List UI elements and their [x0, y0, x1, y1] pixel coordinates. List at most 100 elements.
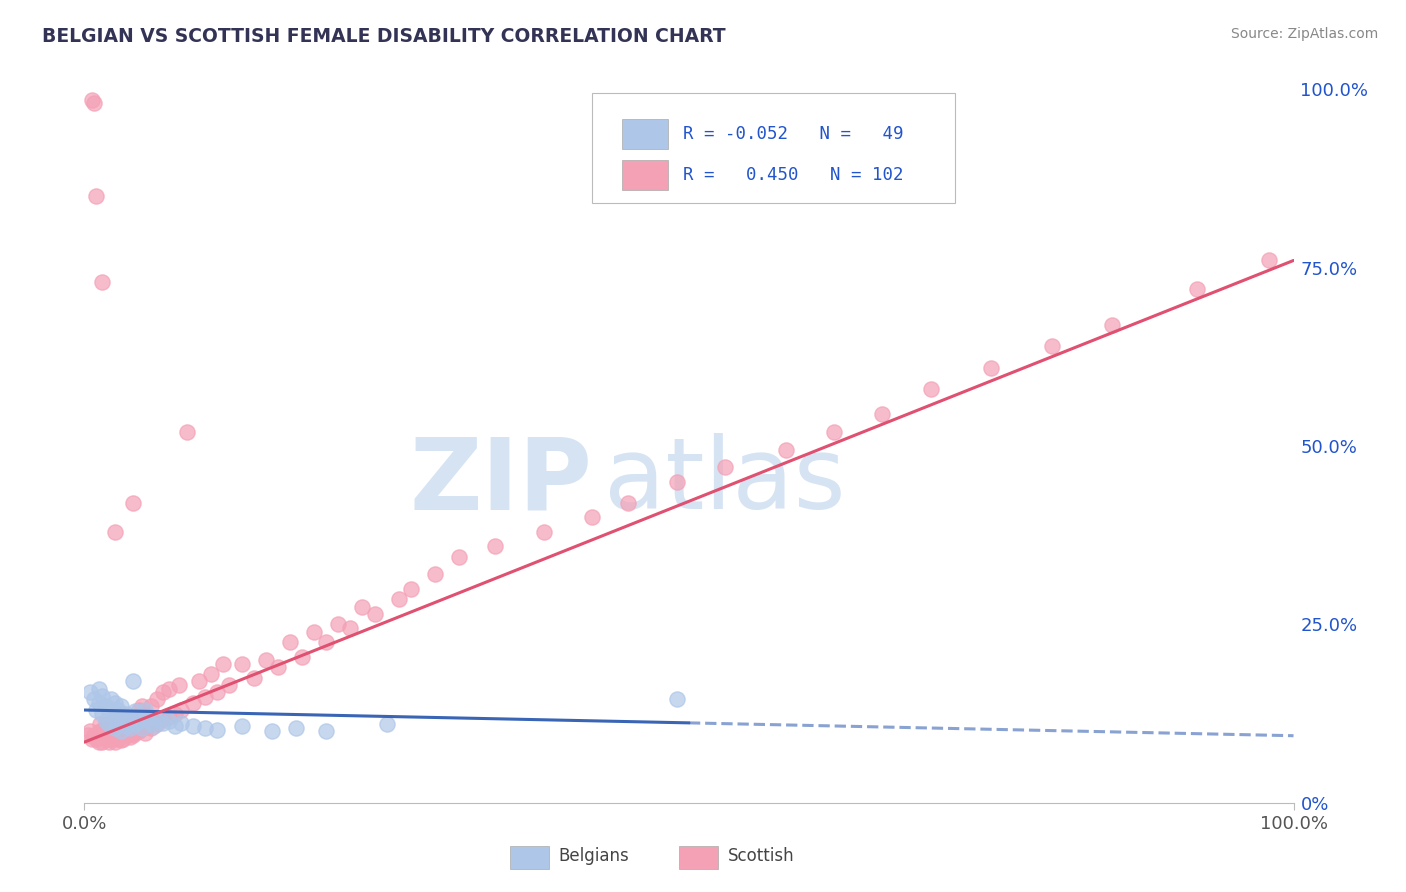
Point: [399, 582, 422, 596]
Point: [139, 699, 162, 714]
Point: [104, 696, 127, 710]
Text: Scottish: Scottish: [728, 847, 794, 865]
Point: [1258, 253, 1281, 268]
Point: [94, 714, 117, 728]
Point: [107, 703, 129, 717]
Point: [110, 733, 132, 747]
FancyBboxPatch shape: [623, 120, 668, 149]
Point: [100, 731, 122, 746]
Text: R = -0.052   N =   49: R = -0.052 N = 49: [683, 125, 904, 143]
Point: [121, 674, 143, 689]
Point: [100, 721, 122, 735]
Point: [170, 715, 193, 730]
Point: [128, 703, 150, 717]
Text: atlas: atlas: [605, 434, 846, 530]
Point: [920, 382, 942, 396]
Point: [87, 735, 110, 749]
Point: [146, 692, 169, 706]
Point: [134, 712, 156, 726]
Point: [167, 678, 190, 692]
Point: [115, 714, 138, 728]
Point: [188, 674, 211, 689]
Point: [278, 635, 301, 649]
Point: [120, 730, 142, 744]
Point: [146, 712, 169, 726]
Point: [100, 692, 122, 706]
Point: [124, 705, 146, 719]
Point: [97, 717, 120, 731]
Point: [115, 706, 138, 721]
Point: [181, 696, 204, 710]
Point: [120, 712, 142, 726]
Point: [136, 719, 159, 733]
Point: [352, 599, 374, 614]
Point: [89, 724, 111, 739]
Point: [89, 728, 111, 742]
Point: [104, 710, 127, 724]
FancyBboxPatch shape: [623, 160, 668, 190]
Point: [112, 719, 135, 733]
Point: [617, 496, 640, 510]
Point: [87, 728, 110, 742]
Point: [91, 735, 114, 749]
Point: [94, 728, 117, 742]
Point: [143, 719, 166, 733]
Point: [115, 728, 138, 742]
Point: [110, 712, 132, 726]
Point: [242, 671, 264, 685]
Point: [157, 714, 180, 728]
Point: [110, 724, 132, 739]
Point: [1185, 282, 1208, 296]
Point: [139, 715, 162, 730]
Point: [91, 724, 114, 739]
Point: [121, 728, 143, 742]
Point: [176, 425, 198, 439]
Point: [212, 657, 235, 671]
Point: [1040, 339, 1063, 353]
Point: [104, 721, 127, 735]
Point: [79, 724, 101, 739]
Point: [110, 706, 132, 721]
Point: [97, 703, 120, 717]
Point: [823, 425, 845, 439]
Point: [86, 189, 108, 203]
Point: [260, 724, 283, 739]
Point: [128, 724, 150, 739]
Point: [665, 475, 688, 489]
Point: [86, 731, 108, 746]
Point: [112, 714, 135, 728]
Point: [291, 649, 314, 664]
Point: [97, 717, 120, 731]
Point: [121, 710, 143, 724]
Point: [104, 710, 127, 724]
Point: [91, 689, 114, 703]
Point: [218, 678, 240, 692]
Point: [110, 724, 132, 739]
Point: [83, 96, 105, 111]
FancyBboxPatch shape: [592, 93, 955, 203]
Point: [267, 660, 290, 674]
Text: Belgians: Belgians: [558, 847, 628, 865]
Point: [207, 685, 229, 699]
Text: R =   0.450   N = 102: R = 0.450 N = 102: [683, 166, 904, 184]
Point: [328, 617, 350, 632]
Point: [134, 703, 156, 717]
Point: [231, 657, 253, 671]
Point: [79, 685, 101, 699]
Point: [100, 706, 122, 721]
Point: [165, 706, 187, 721]
Text: Source: ZipAtlas.com: Source: ZipAtlas.com: [1230, 27, 1378, 41]
Point: [194, 690, 217, 705]
Point: [207, 723, 229, 737]
Point: [181, 719, 204, 733]
Point: [120, 721, 142, 735]
Point: [77, 728, 100, 742]
Point: [170, 703, 193, 717]
Point: [1101, 318, 1123, 332]
Point: [87, 681, 110, 696]
Point: [302, 624, 325, 639]
Point: [115, 719, 138, 733]
Point: [110, 699, 132, 714]
Point: [200, 667, 222, 681]
Point: [194, 721, 217, 735]
